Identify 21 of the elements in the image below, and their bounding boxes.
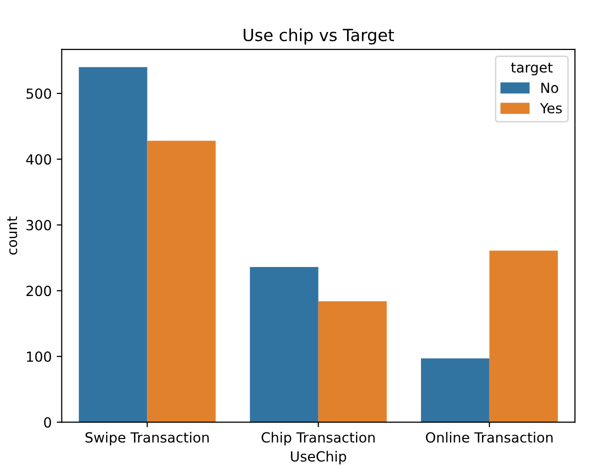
bar xyxy=(78,67,148,422)
y-tick-label: 400 xyxy=(26,154,52,165)
bar xyxy=(318,301,387,422)
y-tick-label: 200 xyxy=(26,286,52,296)
x-tick-label: Chip Transaction xyxy=(262,432,375,446)
chart-title: Use chip vs Target xyxy=(244,28,394,45)
y-axis-title: count xyxy=(7,216,18,255)
y-tick-label: 300 xyxy=(26,220,52,230)
bar xyxy=(147,140,216,422)
bar xyxy=(250,267,318,422)
legend-label: Yes xyxy=(540,103,562,114)
legend-title: target xyxy=(511,62,553,76)
legend-label: No xyxy=(541,82,558,94)
x-tick-label: Online Transaction xyxy=(426,432,553,443)
y-tick-label: 500 xyxy=(26,88,52,99)
x-axis-title: UseChip xyxy=(290,450,346,464)
bar xyxy=(489,250,558,422)
y-tick-label: 0 xyxy=(44,417,52,428)
bar xyxy=(420,358,490,422)
y-tick-label: 100 xyxy=(27,351,52,362)
x-tick-label: Swipe Transaction xyxy=(86,432,209,446)
